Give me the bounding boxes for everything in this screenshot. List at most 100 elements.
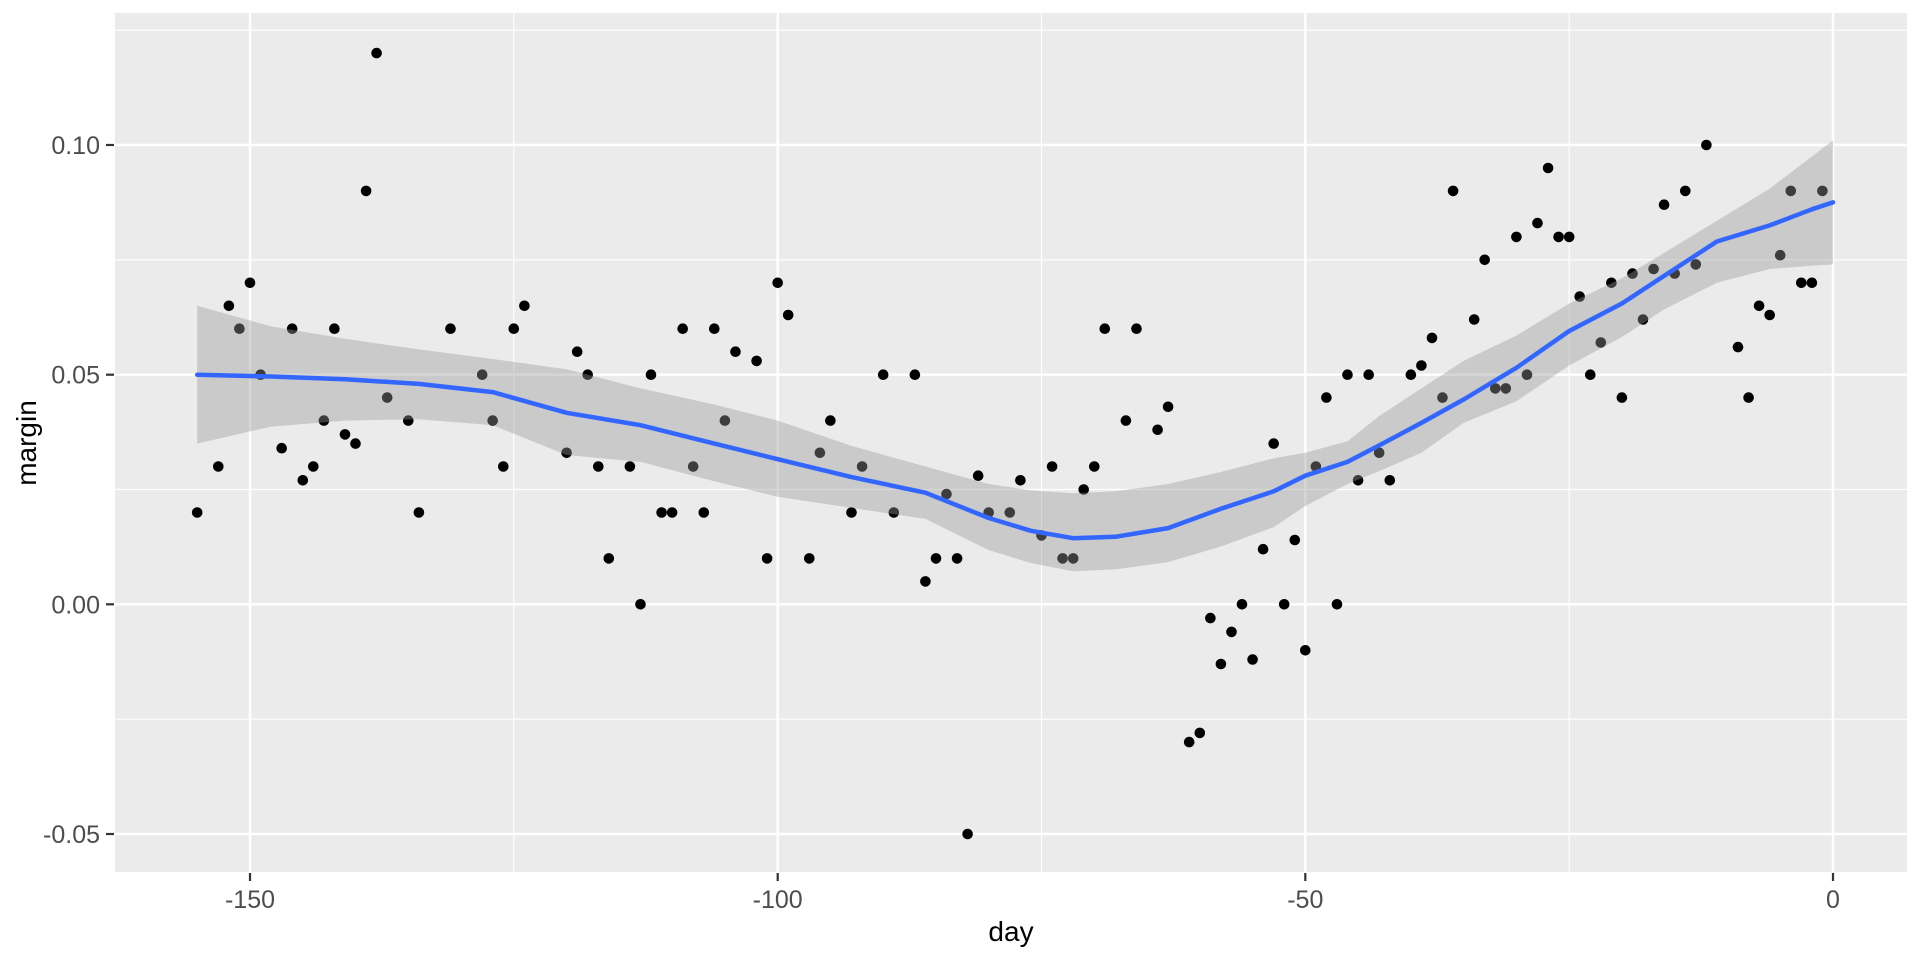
- data-point: [445, 323, 456, 335]
- data-point: [1468, 314, 1480, 325]
- data-point: [624, 461, 636, 472]
- data-point: [877, 369, 889, 381]
- y-tick-label: 0.00: [51, 591, 100, 619]
- data-point: [825, 415, 836, 426]
- data-point: [1637, 314, 1649, 325]
- data-point: [213, 461, 224, 472]
- data-point: [1289, 534, 1301, 546]
- smooth-line: [194, 200, 1836, 541]
- data-point: [1247, 654, 1258, 665]
- data-point: [772, 277, 783, 289]
- data-point: [1120, 415, 1132, 426]
- data-point: [687, 461, 699, 472]
- scatter-points-layer: [191, 47, 1828, 840]
- panel-background: [115, 13, 1907, 872]
- data-point: [1268, 438, 1279, 449]
- data-point: [381, 392, 393, 403]
- data-point: [1701, 139, 1712, 151]
- data-point: [1205, 612, 1216, 624]
- data-point: [508, 323, 520, 335]
- data-point: [371, 47, 382, 59]
- data-point: [1183, 736, 1195, 748]
- data-point: [909, 369, 921, 381]
- data-point: [1785, 185, 1797, 197]
- data-point: [930, 553, 942, 564]
- data-point: [1500, 383, 1512, 394]
- data-point: [656, 507, 667, 518]
- data-point: [1680, 185, 1691, 197]
- panel-layer: [115, 13, 1907, 872]
- data-point: [1405, 369, 1417, 381]
- data-point: [1479, 254, 1490, 266]
- data-point: [972, 470, 984, 482]
- data-point: [1416, 360, 1427, 371]
- data-point: [1089, 461, 1100, 472]
- data-point: [856, 461, 868, 472]
- data-point: [1574, 291, 1585, 302]
- data-point: [276, 442, 288, 454]
- data-point: [1437, 392, 1448, 403]
- data-point: [593, 461, 604, 472]
- data-point: [1553, 231, 1564, 243]
- data-point: [719, 415, 731, 426]
- data-point: [329, 323, 340, 335]
- data-point: [1131, 323, 1142, 335]
- data-point: [1585, 369, 1596, 381]
- data-point: [1490, 383, 1501, 394]
- smooth-line-layer: [194, 200, 1836, 541]
- data-point: [1257, 543, 1269, 555]
- data-point: [962, 828, 973, 840]
- data-point: [920, 576, 931, 587]
- data-point: [582, 369, 593, 381]
- x-axis: -150 -100 -50 0: [225, 873, 1840, 914]
- data-point: [1616, 392, 1628, 403]
- data-point: [1447, 185, 1459, 197]
- data-point: [709, 323, 720, 335]
- data-point: [561, 447, 572, 459]
- data-point: [487, 415, 499, 426]
- data-point: [761, 553, 773, 564]
- data-point: [234, 323, 245, 335]
- data-point: [1373, 447, 1385, 459]
- data-point: [1817, 185, 1828, 197]
- data-point: [191, 507, 203, 518]
- data-point: [1764, 309, 1775, 321]
- data-point: [1046, 461, 1058, 472]
- data-point: [244, 277, 256, 289]
- y-axis: 0.10 0.05 0.00 -0.05: [43, 132, 114, 849]
- data-point: [403, 415, 414, 426]
- data-point: [1606, 277, 1617, 289]
- data-point: [941, 488, 952, 500]
- data-point: [603, 553, 615, 564]
- data-point: [1627, 268, 1638, 279]
- data-point: [1690, 259, 1702, 270]
- data-point: [951, 553, 963, 564]
- data-point: [698, 507, 710, 518]
- data-point: [1078, 484, 1089, 495]
- data-point: [846, 507, 857, 518]
- y-tick-label: 0.05: [51, 362, 100, 390]
- data-point: [223, 300, 235, 312]
- data-point: [888, 507, 900, 518]
- data-point: [1648, 263, 1659, 275]
- data-point: [635, 599, 646, 610]
- confidence-ribbon: [197, 140, 1834, 572]
- data-point: [1658, 199, 1670, 210]
- data-point: [677, 323, 688, 335]
- x-tick-label: 0: [1826, 886, 1840, 914]
- data-point: [1342, 369, 1353, 381]
- minor-gridlines-layer: [115, 13, 1907, 872]
- data-point: [1426, 332, 1438, 344]
- data-point: [1732, 341, 1744, 353]
- data-point: [1743, 392, 1754, 403]
- data-point: [1099, 323, 1111, 335]
- data-point: [1796, 277, 1807, 289]
- x-axis-title: day: [988, 916, 1033, 947]
- data-point: [360, 185, 372, 197]
- data-point: [1152, 424, 1163, 436]
- data-point: [645, 369, 657, 381]
- data-point: [1057, 553, 1068, 564]
- data-point: [571, 346, 583, 358]
